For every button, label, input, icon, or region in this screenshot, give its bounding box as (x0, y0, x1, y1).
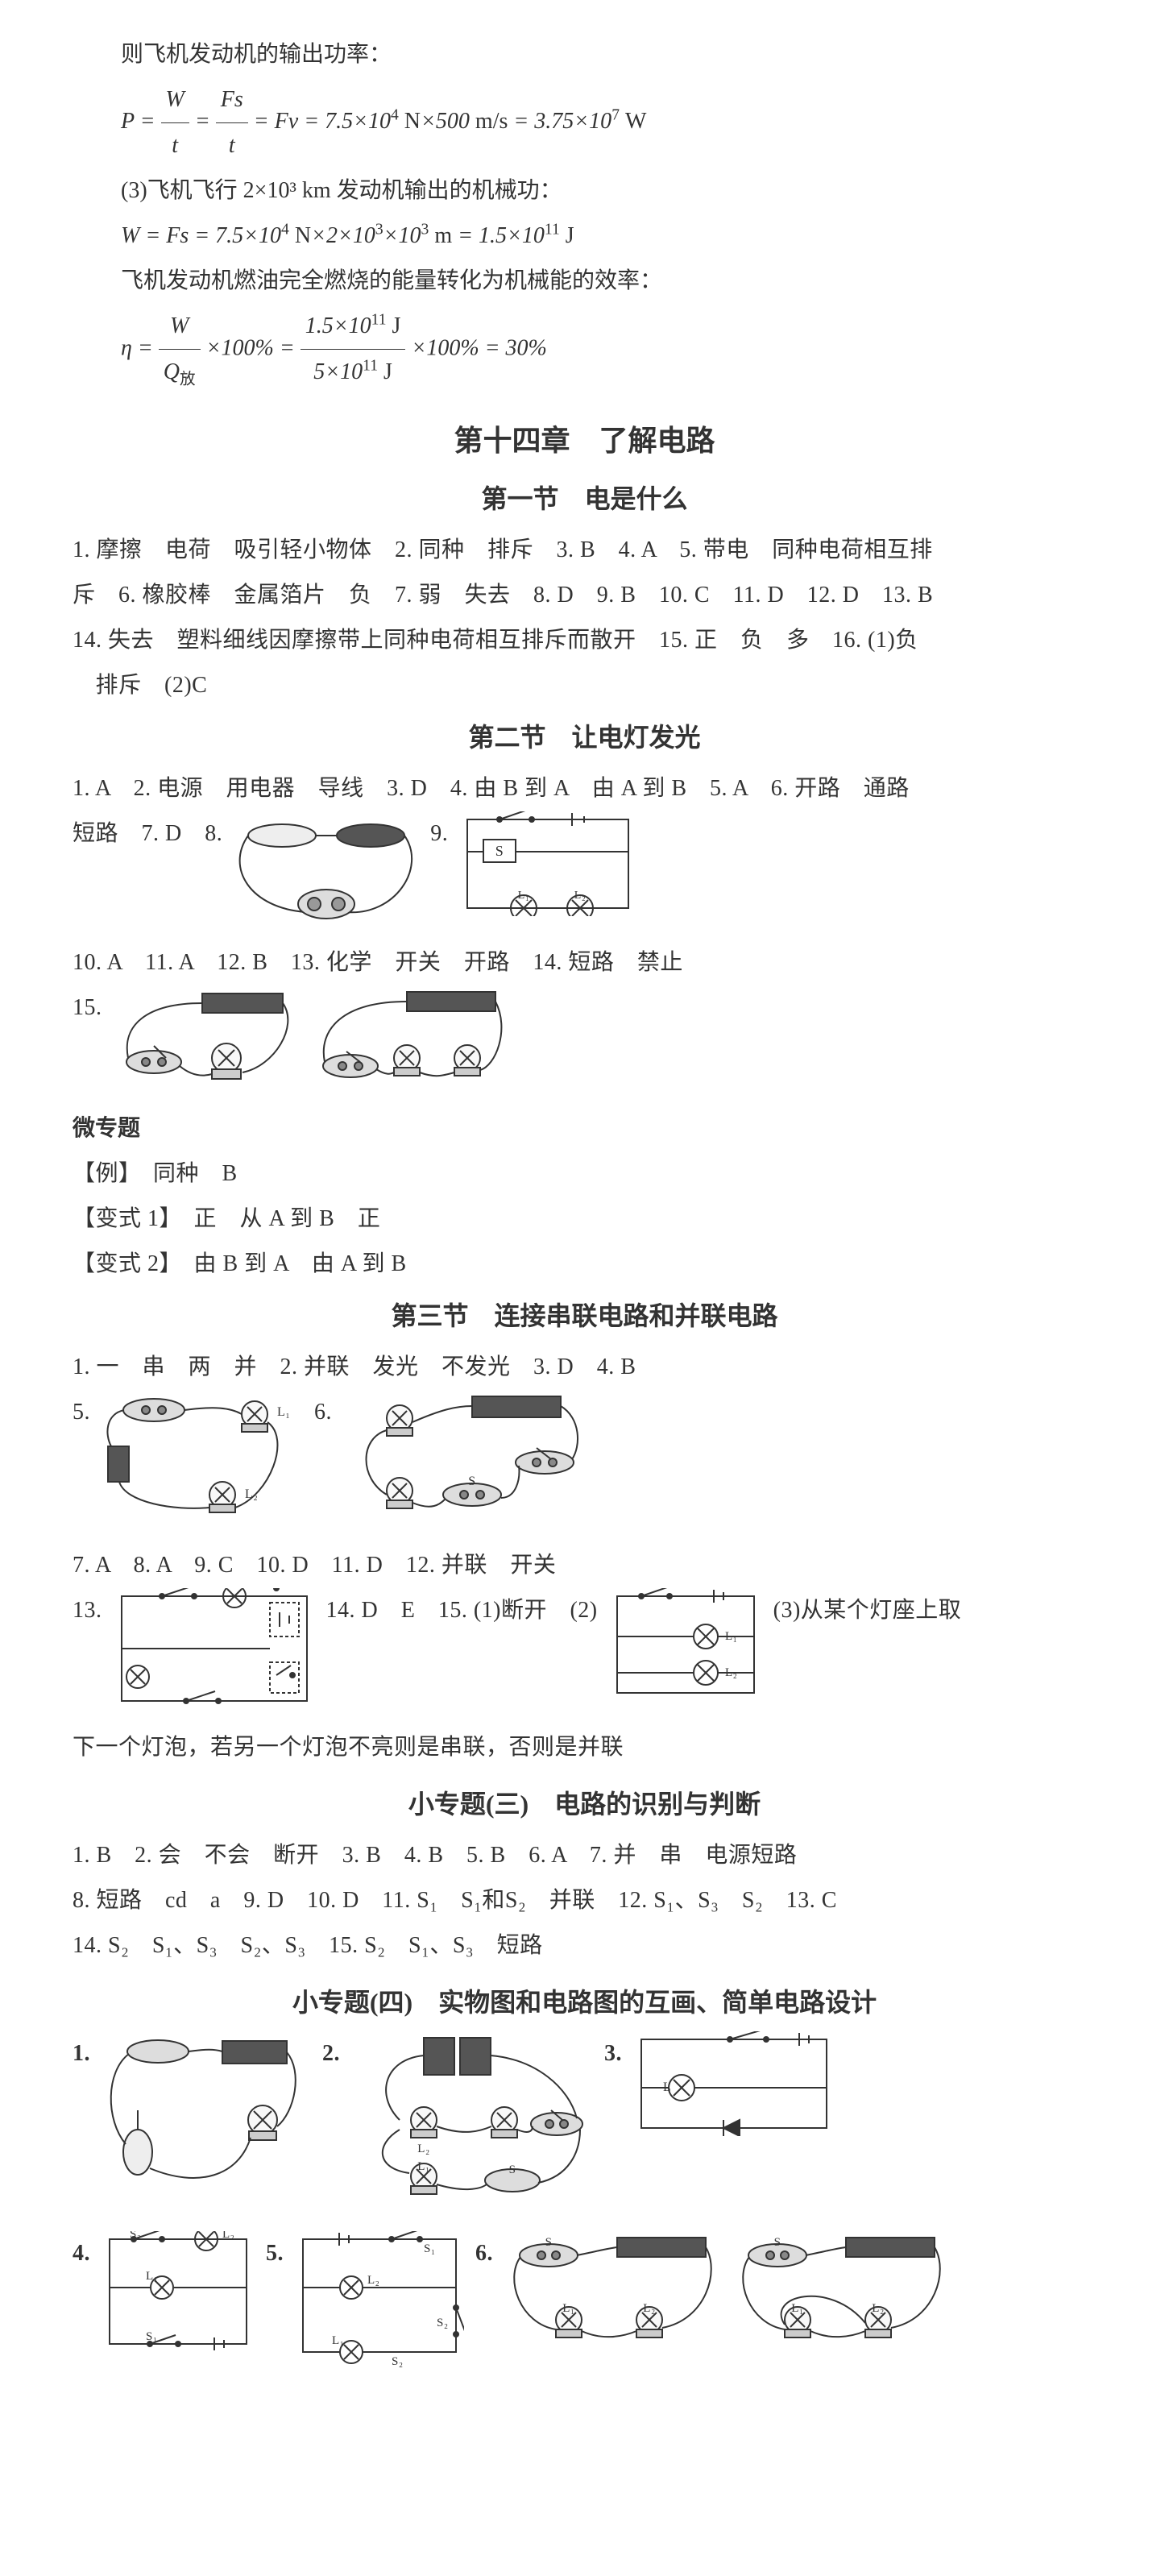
t4-n3: 3. (604, 2031, 622, 2076)
s2-line1: 1. A 2. 电源 用电器 导线 3. D 4. 由 B 到 A 由 A 到 … (73, 766, 1096, 811)
circuit-diagram-15a (114, 985, 299, 1106)
t3-line1: 1. B 2. 会 不会 断开 3. B 4. B 5. B 6. A 7. 并… (73, 1833, 1096, 1878)
circuit-diagram-15b (310, 985, 512, 1106)
s2-line3: 10. A 11. A 12. B 13. 化学 开关 开路 14. 短路 禁止 (73, 940, 1096, 985)
s2-line2-row: 短路 7. D 8. 9. (73, 811, 1096, 940)
t4-row2: 4. S₂ L₂ L₁ S₁ (73, 2231, 1096, 2384)
svg-text:L₁: L₁ (518, 890, 529, 902)
t4-n6: 6. (475, 2231, 493, 2276)
s1-line4: 排斥 (2)C (73, 663, 1096, 708)
svg-text:S₂: S₂ (392, 2355, 404, 2368)
s2-line4-label: 15. (73, 985, 102, 1031)
example-line: 【例】 同种 B (73, 1151, 1096, 1197)
svg-text:S: S (468, 1475, 475, 1488)
svg-text:L₂: L₂ (872, 2302, 884, 2315)
chapter-title: 第十四章 了解电路 (73, 412, 1096, 470)
intro-formula-2: W = Fs = 7.5×104 N×2×103×103 m = 1.5×101… (73, 214, 1096, 259)
circuit-diagram-s3-6: S (343, 1390, 585, 1543)
s3-line5: 下一个灯泡，若另一个灯泡不亮则是串联，否则是并联 (73, 1725, 1096, 1770)
svg-text:L₂: L₂ (643, 2302, 655, 2315)
s2-line2a: 短路 7. D 8. (73, 811, 222, 857)
circuit-diagram-t4-2: L₂ L₁ S (351, 2031, 593, 2217)
svg-text:L₂: L₂ (222, 2231, 234, 2241)
svg-text:L₁: L₁ (562, 2302, 574, 2315)
s3-line4c: (3)从某个灯座上取 (773, 1588, 962, 1633)
t4-row1: 1. 2. (73, 2031, 1096, 2217)
svg-text:L₁: L₁ (332, 2334, 344, 2347)
t4-n5: 5. (266, 2231, 284, 2276)
s3-q5-label: 5. (73, 1390, 90, 1435)
circuit-diagram-t4-6a: S L₁ L₂ (504, 2231, 722, 2376)
topic4-title: 小专题(四) 实物图和电路图的互画、简单电路设计 (73, 1977, 1096, 2028)
s3-line2-row: 5. L₁ L₂ 6. (73, 1390, 1096, 1543)
s2-line2b: 9. (430, 811, 448, 857)
micro-topic: 微专题 (73, 1106, 1096, 1151)
intro-line-1: 则飞机发动机的输出功率： (73, 32, 1096, 77)
t4-n4: 4. (73, 2231, 90, 2276)
t4-n1: 1. (73, 2031, 90, 2076)
svg-text:L₂: L₂ (417, 2143, 429, 2155)
section2-title: 第二节 让电灯发光 (73, 711, 1096, 763)
s3-line3: 7. A 8. A 9. C 10. D 11. D 12. 并联 开关 (73, 1543, 1096, 1588)
svg-text:S: S (495, 843, 504, 859)
s3-line4b: 14. D E 15. (1)断开 (2) (326, 1588, 598, 1633)
svg-text:L₁: L₁ (146, 2270, 158, 2283)
svg-text:S₂: S₂ (437, 2317, 449, 2329)
circuit-diagram-t4-3: L (633, 2031, 835, 2152)
s2-line4-row: 15. (73, 985, 1096, 1106)
frac: W Q放 (159, 304, 201, 396)
svg-text:L₂: L₂ (367, 2274, 379, 2287)
svg-text:S: S (774, 2236, 781, 2249)
intro-formula-1: P = W t = Fs t = Fv = 7.5×104 N×500 m/s … (73, 77, 1096, 168)
frac: 1.5×1011 J 5×1011 J (301, 304, 406, 395)
frac: Fs t (216, 77, 248, 168)
circuit-diagram-s3-5: L₁ L₂ (102, 1390, 303, 1535)
circuit-diagram-s3-13 (114, 1588, 315, 1725)
section3-title: 第三节 连接串联电路和并联电路 (73, 1290, 1096, 1342)
circuit-diagram-t4-6b: S L₁ L₂ (733, 2231, 951, 2376)
circuit-diagram-t4-1 (102, 2031, 311, 2209)
formula-tail: ×100% = 30% (411, 335, 546, 360)
circuit-diagram-t4-5: S₁ L₂ L₁ S₂ S₂ (295, 2231, 464, 2384)
frac: W t (161, 77, 189, 168)
svg-text:L₁: L₁ (791, 2302, 803, 2315)
svg-text:S: S (509, 2163, 516, 2176)
s1-line2: 斥 6. 橡胶棒 金属箔片 负 7. 弱 失去 8. D 9. B 10. C … (73, 573, 1096, 618)
circuit-diagram-9: S L₁ L₂ (459, 811, 636, 932)
s1-line1: 1. 摩擦 电荷 吸引轻小物体 2. 同种 排斥 3. B 4. A 5. 带电… (73, 528, 1096, 573)
variant2-line: 【变式 2】 由 B 到 A 由 A 到 B (73, 1242, 1096, 1287)
intro-formula-3: η = W Q放 ×100% = 1.5×1011 J 5×1011 J ×10… (73, 304, 1096, 396)
circuit-diagram-s3-15-2: L₁ L₂ (609, 1588, 762, 1717)
variant1-line: 【变式 1】 正 从 A 到 B 正 (73, 1197, 1096, 1242)
svg-text:L₂: L₂ (574, 890, 586, 902)
topic3-title: 小专题(三) 电路的识别与判断 (73, 1778, 1096, 1830)
svg-text:L₁: L₁ (417, 2160, 429, 2173)
s3-line1: 1. 一 串 两 并 2. 并联 发光 不发光 3. D 4. B (73, 1345, 1096, 1390)
intro-line-5: 飞机发动机燃油完全燃烧的能量转化为机械能的效率： (73, 259, 1096, 304)
s1-line3: 14. 失去 塑料细线因摩擦带上同种电荷相互排斥而散开 15. 正 负 多 16… (73, 618, 1096, 663)
formula-var: P (121, 109, 135, 134)
svg-text:L₁: L₁ (277, 1405, 290, 1419)
circuit-diagram-t4-4: S₂ L₂ L₁ S₁ (102, 2231, 255, 2368)
t3-line2: 8. 短路 cd a 9. D 10. D 11. S₁ S₁和S₂ 并联 12… (73, 1878, 1096, 1923)
s3-line4-row: 13. (73, 1588, 1096, 1725)
intro-line-3: (3)飞机飞行 2×10³ km 发动机输出的机械功： (73, 168, 1096, 214)
t3-line3: 14. S₂ S₁、S₃ S₂、S₃ 15. S₂ S₁、S₃ 短路 (73, 1923, 1096, 1968)
svg-text:S: S (545, 2236, 553, 2249)
section1-title: 第一节 电是什么 (73, 473, 1096, 525)
t4-n2: 2. (322, 2031, 340, 2076)
svg-text:S₁: S₁ (424, 2242, 436, 2255)
s3-q6-label: 6. (314, 1390, 332, 1435)
circuit-diagram-8 (234, 811, 419, 940)
s3-q13-label: 13. (73, 1588, 102, 1633)
